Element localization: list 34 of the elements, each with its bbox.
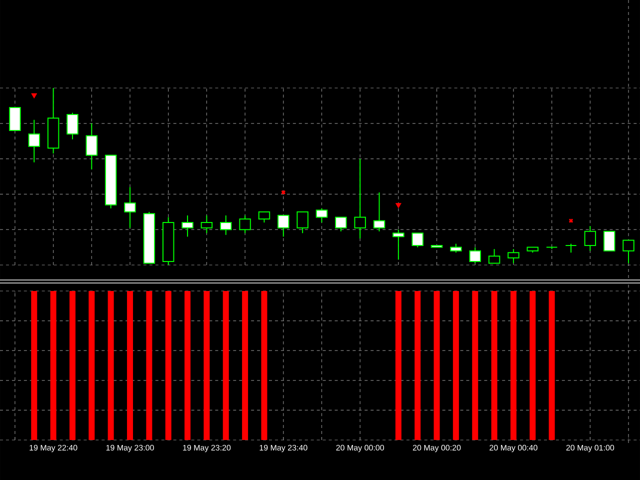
candlestick [373,192,386,232]
x-tick-label: 20 May 00:20 [412,444,461,452]
point [395,203,402,208]
candlestick [603,230,616,252]
x-tick-label: 19 May 23:00 [106,444,154,452]
candlestick [66,112,78,140]
candlestick [508,248,520,264]
candlestick [584,226,596,252]
candlestick [258,211,270,224]
candlestick [469,246,481,264]
candlestick [278,214,290,238]
x-tick-label: 20 May 00:40 [490,444,538,452]
x-tick-label: 19 May 23:20 [183,444,231,452]
candlestick [9,106,21,131]
candlestick [335,216,347,232]
x-tick-label: 19 May 22:40 [30,444,78,452]
candlestick [622,240,634,264]
candlestick [86,122,98,170]
candlestick [124,186,136,228]
candlestick [182,214,194,238]
candlestick [354,158,366,239]
candlestick [412,232,424,248]
candlestick [392,229,404,260]
candlestick [239,214,251,234]
x-tick-label: 19 May 23:40 [260,444,308,452]
candlestick [316,208,328,224]
candlestick [200,214,213,234]
point [31,93,38,98]
x-tick-label: 20 May 01:00 [566,444,614,452]
x-tick-label: 20 May 00:00 [336,444,384,452]
candlestick [28,119,40,163]
candlestick [296,211,308,234]
candlestick [488,248,500,264]
candlestick [220,214,232,236]
